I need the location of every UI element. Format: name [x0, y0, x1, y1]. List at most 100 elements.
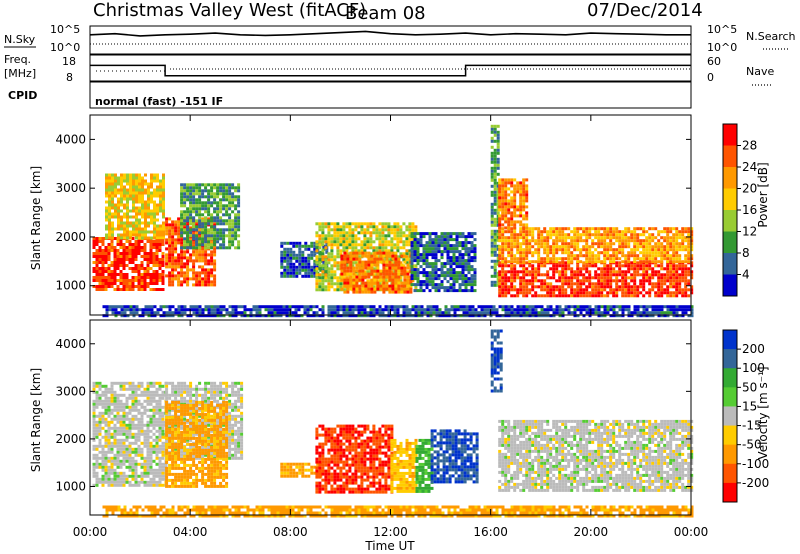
power-cell: [186, 213, 190, 217]
power-cell: [467, 277, 471, 281]
power-cell: [501, 202, 505, 206]
power-cell: [156, 227, 159, 231]
power-cell: [351, 249, 355, 253]
power-cell: [558, 261, 562, 265]
power-cell: [279, 305, 283, 309]
power-cell: [468, 311, 472, 315]
power-cell: [135, 215, 138, 219]
power-cell: [470, 265, 474, 269]
power-cell: [606, 257, 610, 261]
power-cell: [125, 240, 129, 243]
power-cell: [369, 231, 373, 235]
power-cell: [531, 239, 535, 243]
power-cell: [346, 290, 350, 294]
power-cell: [413, 253, 417, 257]
power-cell: [155, 279, 159, 282]
power-cell: [597, 242, 601, 246]
power-cell: [416, 283, 420, 287]
power-cell: [621, 285, 625, 289]
power-cell: [189, 238, 193, 242]
power-cell: [606, 230, 610, 234]
power-cell: [122, 246, 126, 249]
power-cell: [540, 279, 544, 283]
power-cell: [95, 255, 99, 258]
power-cell: [204, 268, 208, 272]
power-cell: [385, 287, 389, 291]
power-cell: [615, 270, 619, 274]
power-cell: [504, 226, 508, 230]
power-cell: [273, 311, 277, 315]
power-cell: [642, 260, 646, 264]
power-cell: [370, 287, 374, 291]
power-cell: [413, 244, 417, 248]
power-cell: [327, 270, 331, 274]
power-cell: [525, 288, 529, 292]
power-cell: [669, 248, 673, 252]
power-cell: [228, 237, 232, 241]
power-cell: [449, 232, 453, 236]
power-cell: [165, 311, 169, 315]
power-cell: [237, 186, 241, 190]
power-cell: [405, 311, 409, 315]
power-cell: [522, 226, 526, 230]
power-cell: [352, 290, 356, 294]
power-cell: [645, 251, 649, 255]
power-cell: [579, 288, 583, 292]
power-cell: [537, 273, 541, 277]
power-cell: [95, 276, 99, 279]
power-cell: [129, 305, 133, 309]
power-cell: [213, 274, 217, 278]
power-cell: [552, 251, 556, 255]
power-cell: [152, 252, 156, 255]
power-cell: [135, 308, 139, 312]
power-cell: [642, 285, 646, 289]
power-cell: [171, 268, 175, 272]
power-cell: [367, 266, 371, 270]
power-cell: [243, 308, 247, 312]
power-cell: [104, 282, 108, 285]
power-cell: [161, 261, 165, 264]
power-cell: [528, 230, 532, 234]
power-cell: [444, 308, 448, 312]
power-cell: [147, 206, 150, 210]
power-cell: [367, 251, 371, 255]
power-cell: [672, 248, 676, 252]
power-cell: [300, 305, 304, 309]
power-cell: [681, 233, 685, 237]
power-cell: [204, 210, 208, 214]
power-cell: [231, 308, 235, 312]
power-cell: [147, 191, 150, 195]
power-cell: [128, 288, 132, 291]
power-cell: [180, 308, 184, 312]
power-cell: [624, 291, 628, 295]
power-cell: [603, 230, 607, 234]
power-cell: [297, 308, 301, 312]
power-cell: [204, 277, 208, 281]
power-cell: [354, 246, 358, 250]
power-cell: [346, 260, 350, 264]
power-cell: [186, 198, 190, 202]
power-cell: [513, 288, 517, 292]
power-cell: [606, 282, 610, 286]
power-cell: [410, 268, 414, 272]
power-cell: [467, 256, 471, 260]
power-cell: [92, 255, 96, 258]
power-cell: [612, 254, 616, 258]
power-cell: [132, 308, 136, 312]
power-cell: [330, 308, 334, 312]
power-cell: [186, 265, 190, 269]
power-cell: [537, 257, 541, 261]
power-cell: [419, 280, 423, 284]
power-cell: [120, 305, 124, 309]
power-cell: [417, 314, 421, 318]
power-cell: [612, 248, 616, 252]
power-cell: [330, 314, 334, 318]
power-cell: [666, 245, 670, 249]
power-cell: [162, 185, 165, 189]
power-cell: [159, 206, 162, 210]
power-cell: [168, 226, 172, 230]
power-cell: [304, 247, 308, 251]
power-cell: [370, 284, 374, 288]
power-cell: [630, 294, 634, 298]
power-cell: [633, 233, 637, 237]
